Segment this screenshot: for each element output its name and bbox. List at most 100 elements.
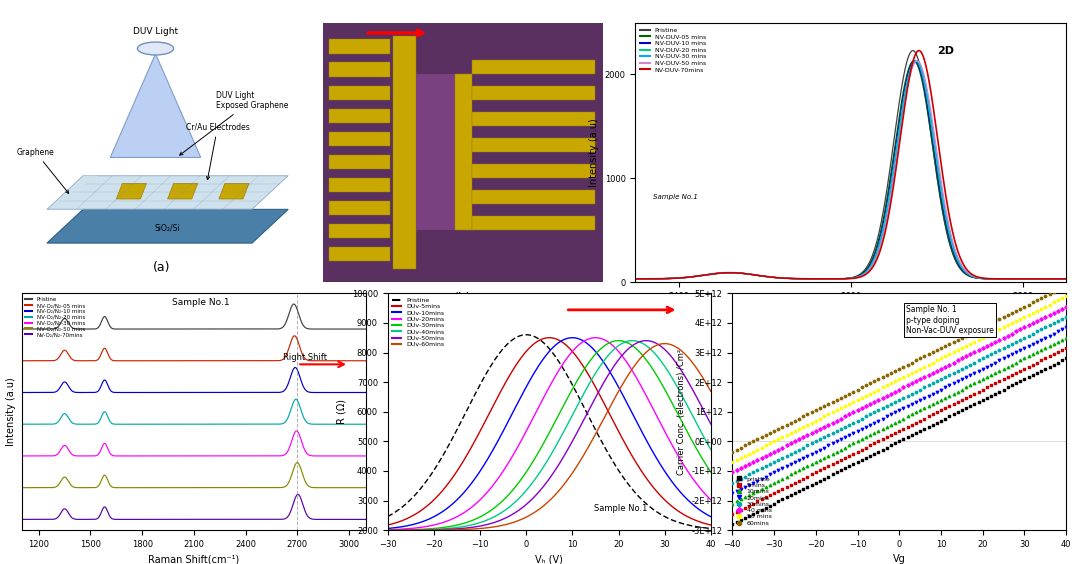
NV-DUV-30 mins <box>1048 275 1061 282</box>
10mins <box>803 460 821 469</box>
NV-DUV-50 mins <box>968 274 981 280</box>
30mins <box>1033 325 1050 334</box>
pristine <box>937 414 954 423</box>
NV-DUV-50 mins <box>651 275 663 282</box>
40 mins <box>991 335 1008 344</box>
DUv-5mins <box>660 498 673 505</box>
50 mins <box>757 441 774 450</box>
Pristine <box>163 325 176 332</box>
DUv-40mins <box>587 373 600 380</box>
40 mins <box>824 418 841 427</box>
50 mins <box>987 327 1004 336</box>
NV-O₂/N₂-30 mins <box>290 428 303 434</box>
5mins <box>933 406 950 415</box>
5mins <box>891 426 908 435</box>
60mins <box>824 398 841 407</box>
5mins <box>915 414 933 423</box>
Text: DUV Light
Exposed Graphene: DUV Light Exposed Graphene <box>180 91 289 155</box>
10mins <box>744 488 761 497</box>
X-axis label: Raman Shift(cm⁻¹): Raman Shift(cm⁻¹) <box>149 554 239 564</box>
5mins <box>991 377 1008 386</box>
40 mins <box>761 450 779 459</box>
40 mins <box>882 389 899 398</box>
NV-DUV-20 mins <box>1048 275 1061 282</box>
Pristine <box>704 525 717 532</box>
DUv-10mins <box>401 522 414 529</box>
50 mins <box>728 456 745 465</box>
10mins <box>962 381 979 390</box>
20mins <box>1049 327 1066 336</box>
60mins <box>724 447 741 456</box>
pristine <box>907 429 924 438</box>
50 mins <box>778 430 795 439</box>
pristine <box>820 472 837 481</box>
50 mins <box>920 360 937 369</box>
DUv-5mins <box>587 381 600 387</box>
30mins <box>1020 331 1037 340</box>
Pristine <box>1047 275 1060 282</box>
20mins <box>833 435 850 444</box>
10mins <box>824 450 841 459</box>
Line: DUv-10mins: DUv-10mins <box>388 338 711 528</box>
30mins <box>982 350 999 359</box>
30mins <box>853 414 870 423</box>
20mins <box>744 478 761 487</box>
5mins <box>753 495 770 504</box>
pristine <box>1020 373 1037 382</box>
DUv-10mins <box>587 346 600 353</box>
50 mins <box>799 420 816 429</box>
40 mins <box>724 468 741 477</box>
5mins <box>878 433 895 442</box>
40 mins <box>1020 321 1037 330</box>
20mins <box>1058 323 1075 332</box>
20mins <box>741 481 758 490</box>
pristine <box>782 491 799 500</box>
Line: NV-DUV-30 mins: NV-DUV-30 mins <box>635 61 1066 279</box>
30mins <box>949 367 966 376</box>
DUv-10mins <box>570 334 583 341</box>
60mins <box>999 310 1017 319</box>
10mins <box>891 416 908 425</box>
60mins <box>866 377 883 386</box>
10mins <box>904 410 921 419</box>
10mins <box>1024 350 1041 359</box>
Pristine <box>401 499 414 506</box>
Bar <box>328 86 390 100</box>
Text: (a): (a) <box>153 261 170 274</box>
50 mins <box>824 408 841 417</box>
50 mins <box>941 350 959 359</box>
20mins <box>1024 340 1041 349</box>
30mins <box>1058 312 1075 321</box>
20mins <box>778 462 795 471</box>
5mins <box>1029 358 1046 367</box>
pristine <box>1024 371 1041 380</box>
30mins <box>953 364 970 373</box>
40 mins <box>949 356 966 365</box>
NV-DUV-70mins <box>968 272 981 279</box>
5mins <box>841 451 858 460</box>
DUv-20mins <box>401 525 414 532</box>
40 mins <box>770 445 787 454</box>
50 mins <box>962 340 979 349</box>
20mins <box>753 474 770 483</box>
50 mins <box>899 371 917 380</box>
5mins <box>757 493 774 502</box>
DUv-60mins <box>627 365 640 372</box>
30mins <box>770 456 787 465</box>
20mins <box>853 424 870 433</box>
NV-O₂/N₂-30 mins <box>74 452 87 459</box>
pristine <box>741 512 758 521</box>
NV-O₂/N₂-20 mins <box>360 421 373 428</box>
20mins <box>949 377 966 386</box>
Bar <box>472 86 595 100</box>
60mins <box>773 422 791 431</box>
60mins <box>770 424 787 433</box>
10mins <box>1045 340 1062 349</box>
40 mins <box>924 368 941 377</box>
20mins <box>761 470 779 479</box>
pristine <box>753 505 770 514</box>
60mins <box>766 426 783 435</box>
40 mins <box>811 424 828 433</box>
DUv-30mins <box>660 389 673 395</box>
DUv-40mins <box>626 337 639 344</box>
